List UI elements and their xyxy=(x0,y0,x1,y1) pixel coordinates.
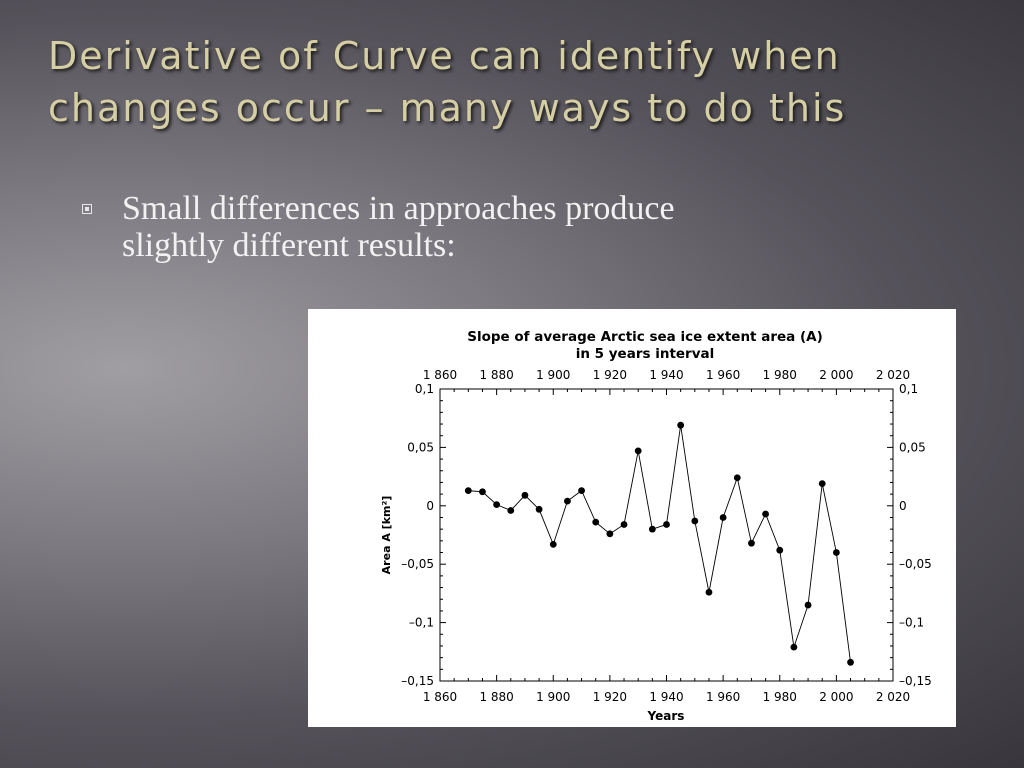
data-point xyxy=(564,497,571,505)
data-point xyxy=(634,447,642,455)
y-tick-label-left: 0,05 xyxy=(407,440,434,454)
series-line xyxy=(468,425,851,663)
chart-title-line-1: Slope of average Arctic sea ice extent a… xyxy=(467,329,822,345)
sea-ice-slope-chart: Slope of average Arctic sea ice extent a… xyxy=(380,329,932,723)
x-tick-label-bottom: 1 920 xyxy=(593,690,627,704)
x-tick-label-top: 1 860 xyxy=(423,368,457,382)
axes: 1 860 1 860 1 880 1 880 1 900 1 900 1 920 1 920… xyxy=(401,368,931,704)
data-point xyxy=(847,658,854,666)
x-tick-label-top: 1 940 xyxy=(649,368,683,382)
chart-panel: Slope of average Arctic sea ice extent a… xyxy=(308,309,956,727)
x-tick-label-bottom: 2 020 xyxy=(876,690,910,704)
data-point xyxy=(790,643,798,651)
data-point xyxy=(535,505,543,513)
plot-frame xyxy=(439,388,894,682)
y-tick-label-left: –0,05 xyxy=(401,557,434,571)
y-tick-label-right: –0,1 xyxy=(899,616,924,630)
x-tick-label-bottom: 1 880 xyxy=(479,690,513,704)
slide-title: Derivative of Curve can identify when ch… xyxy=(48,30,998,134)
x-tick-label-top: 1 960 xyxy=(706,368,740,382)
y-tick-label-right: –0,15 xyxy=(899,674,932,688)
y-tick-label-right: 0,1 xyxy=(899,382,918,396)
data-point xyxy=(578,487,585,495)
bullet-text: Small differences in approaches produce … xyxy=(122,190,882,264)
y-tick-label-left: 0 xyxy=(426,499,434,513)
y-tick-label-right: 0 xyxy=(899,499,907,513)
data-point xyxy=(677,421,685,429)
x-tick-label-bottom: 1 860 xyxy=(423,690,457,704)
y-tick-label-left: –0,1 xyxy=(409,616,434,630)
square-bullet-icon xyxy=(82,204,92,214)
x-tick-label-bottom: 1 960 xyxy=(706,690,740,704)
data-point xyxy=(832,549,840,556)
y-axis-label: Area A [km²] xyxy=(380,496,393,575)
y-tick-label-left: –0,15 xyxy=(401,674,434,688)
slide-title-line-2: changes occur – many ways to do this xyxy=(48,86,847,130)
data-point xyxy=(620,521,628,528)
x-tick-label-bottom: 1 940 xyxy=(649,690,683,704)
data-point xyxy=(479,488,486,496)
data-point xyxy=(521,491,529,499)
y-tick-label-right: –0,05 xyxy=(899,557,932,571)
data-point xyxy=(762,510,769,518)
data-point xyxy=(549,540,557,548)
data-point xyxy=(733,474,741,482)
y-tick-label-left: 0,1 xyxy=(415,382,434,396)
x-tick-label-top: 1 920 xyxy=(593,368,627,382)
data-point xyxy=(493,501,501,509)
data-point xyxy=(705,588,713,596)
data-series xyxy=(464,421,854,666)
data-point xyxy=(691,517,699,525)
data-point xyxy=(606,530,614,538)
x-tick-label-bottom: 1 980 xyxy=(763,690,797,704)
x-tick-label-top: 1 880 xyxy=(479,368,513,382)
x-tick-label-bottom: 2 000 xyxy=(819,690,853,704)
data-point xyxy=(592,518,600,526)
x-tick-label-top: 1 900 xyxy=(536,368,570,382)
data-point xyxy=(804,601,812,609)
data-point xyxy=(648,525,656,533)
data-point xyxy=(818,480,826,488)
data-point xyxy=(464,487,472,495)
slide-title-line-1: Derivative of Curve can identify when xyxy=(48,34,841,78)
x-tick-label-top: 2 020 xyxy=(876,368,910,382)
data-point xyxy=(776,546,784,554)
chart-title-line-2: in 5 years interval xyxy=(576,346,715,362)
bullet-text-line-1: Small differences in approaches produce xyxy=(122,190,675,227)
data-point xyxy=(748,539,755,547)
x-tick-label-bottom: 1 900 xyxy=(536,690,570,704)
data-point xyxy=(663,521,670,528)
bullet-text-line-2: slightly different results: xyxy=(122,227,456,264)
x-axis-label: Years xyxy=(647,709,685,723)
x-tick-label-top: 2 000 xyxy=(819,368,853,382)
data-point xyxy=(719,514,727,521)
x-tick-label-top: 1 980 xyxy=(763,368,797,382)
data-point xyxy=(507,507,515,514)
y-tick-label-right: 0,05 xyxy=(899,440,926,454)
